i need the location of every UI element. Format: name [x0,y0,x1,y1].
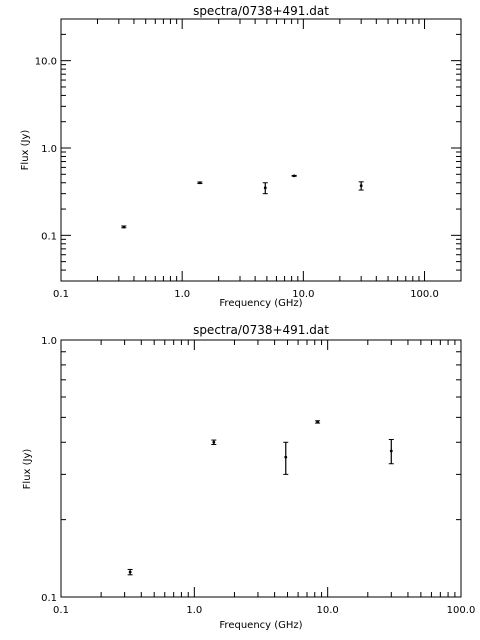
top-panel: spectra/0738+491.dat 0.1 1.0 10.0 100.0 0.1 1… [20,4,462,309]
top-xtick-label: 0.1 [53,289,69,300]
bottom-marker [389,449,393,453]
bottom-xtick-label: 100.0 [447,605,476,616]
bottom-data-point [283,441,289,475]
top-marker [122,225,126,229]
top-plot-frame [60,18,462,282]
bottom-marker [316,420,319,424]
bottom-data-points [127,420,394,576]
top-axes-ticks: 0.1 1.0 10.0 100.0 0.1 1.0 10.0 [35,18,462,300]
top-marker [292,174,296,178]
bottom-xtick-label: 10.0 [317,605,339,616]
bottom-data-point [211,439,217,446]
bottom-axes-ticks: 0.1 1.0 10.0 100.0 0.1 1.0 [41,336,475,616]
top-ytick-label: 10.0 [35,57,57,68]
bottom-xtick-label: 1.0 [186,605,202,616]
bottom-ytick-label: 0.1 [41,593,57,604]
top-ytick-label: 0.1 [41,231,57,242]
bottom-data-point [127,568,133,576]
bottom-plot-frame [60,339,462,598]
top-data-point [262,182,268,195]
top-ylabel: Flux (Jy) [20,130,31,171]
top-data-points [121,174,364,229]
bottom-marker [212,440,216,444]
top-data-point [358,181,364,191]
top-title: spectra/0738+491.dat [193,4,329,18]
top-xtick-label: 100.0 [410,289,439,300]
top-xlabel: Frequency (GHz) [219,298,302,309]
top-data-point [291,174,297,178]
bottom-title: spectra/0738+491.dat [193,323,329,337]
top-xtick-label: 1.0 [174,289,190,300]
top-marker [263,186,267,190]
bottom-xtick-label: 0.1 [53,605,69,616]
top-marker [359,184,363,188]
bottom-panel: spectra/0738+491.dat 0.1 1.0 10.0 100.0 0.1 1… [22,323,475,631]
bottom-marker [284,455,288,459]
bottom-xlabel: Frequency (GHz) [219,620,302,631]
top-data-point [197,181,203,185]
top-ytick-label: 1.0 [41,144,57,155]
bottom-data-point [388,439,394,465]
top-marker [198,181,202,185]
bottom-data-point [315,420,321,424]
bottom-marker [128,570,132,574]
bottom-ylabel: Flux (Jy) [22,449,33,490]
top-xtick-label: 10.0 [292,289,314,300]
top-data-point [121,225,127,229]
bottom-ytick-label: 1.0 [41,336,57,347]
